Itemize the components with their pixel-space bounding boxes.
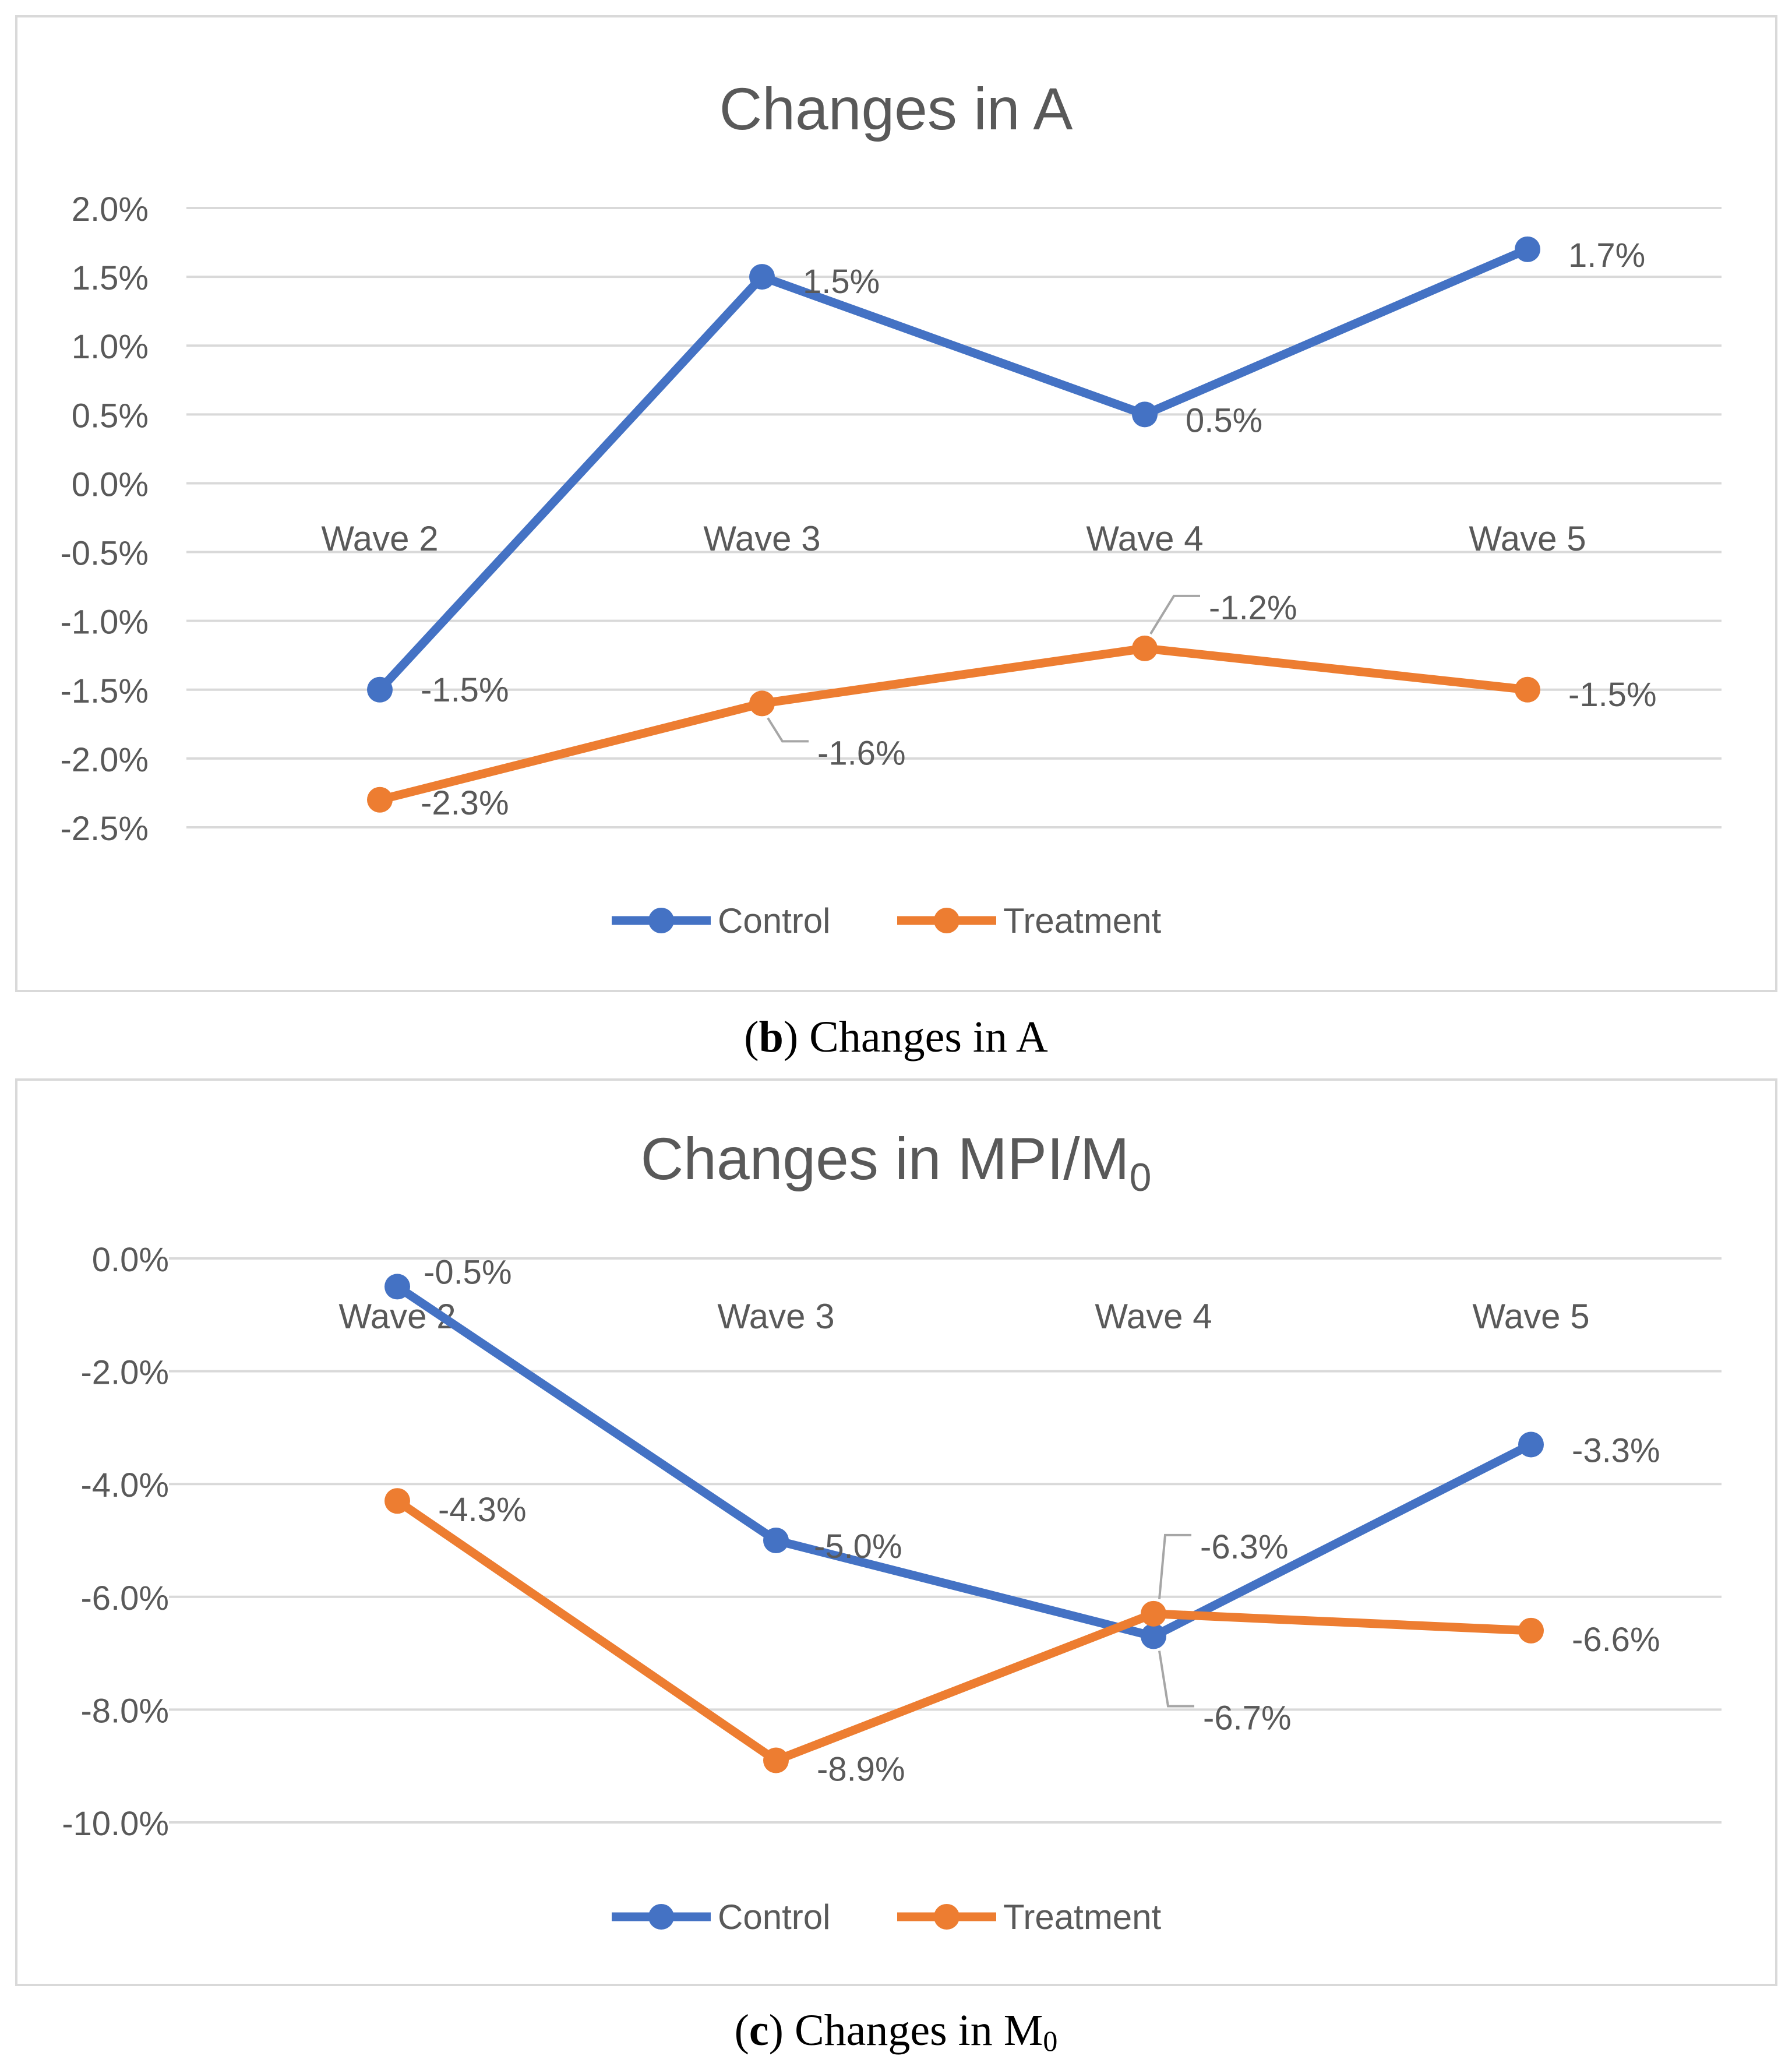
legend-label-control: Control xyxy=(718,901,830,940)
data-label-control: 1.7% xyxy=(1568,237,1645,274)
data-point-treatment xyxy=(1515,676,1540,703)
data-label-treatment: -1.2% xyxy=(1209,589,1297,627)
chart-title: Changes in A xyxy=(719,76,1073,142)
legend-marker-control xyxy=(648,1904,674,1930)
data-label-control: -6.7% xyxy=(1203,1699,1292,1737)
data-label-leader xyxy=(1149,594,1200,634)
data-point-control xyxy=(384,1274,410,1300)
legend-marker-treatment xyxy=(934,1904,960,1930)
data-point-control xyxy=(1518,1431,1544,1458)
y-tick-label: 2.0% xyxy=(72,191,149,228)
data-label-control: -3.3% xyxy=(1572,1431,1660,1469)
series-line-control xyxy=(393,1282,1536,1641)
chart-title: Changes in MPI/M0 xyxy=(641,1126,1152,1200)
chart-frame xyxy=(15,15,1777,992)
data-label-control: -1.5% xyxy=(421,671,509,709)
y-tick-label: -1.0% xyxy=(60,604,149,641)
data-label-treatment: -1.5% xyxy=(1568,676,1657,714)
caption-c: (c) Changes in M0 xyxy=(735,2006,1058,2057)
chart-changes-in-mpi-m0: Changes in MPI/M0 0.0% -2.0% -4.0% -6.0% -8.… xyxy=(15,1078,1777,1986)
y-tick-label: -4.0% xyxy=(80,1466,169,1504)
y-tick-label: 0.5% xyxy=(72,397,149,435)
data-point-control xyxy=(367,676,393,703)
data-point-control xyxy=(749,264,775,290)
data-point-treatment xyxy=(384,1488,410,1514)
data-point-treatment xyxy=(1518,1617,1544,1644)
data-label-treatment: -6.6% xyxy=(1572,1621,1660,1659)
data-point-treatment xyxy=(749,690,775,717)
x-category-label: Wave 4 xyxy=(1086,519,1203,558)
data-point-treatment xyxy=(1132,635,1158,661)
chart-title-main: Changes in MPI/M xyxy=(641,1126,1130,1192)
legend-label-control: Control xyxy=(718,1898,830,1937)
caption-subscript: 0 xyxy=(1043,2025,1057,2057)
chart-changes-in-a: Changes in A 2.0% 1.5% 1.0% 0.5% 0.0% -0.5% -1… xyxy=(15,15,1777,992)
y-tick-label: 1.0% xyxy=(72,328,149,366)
x-category-label: Wave 5 xyxy=(1472,1297,1589,1336)
data-point-treatment xyxy=(367,787,393,813)
y-tick-label: -2.0% xyxy=(60,741,149,779)
data-point-treatment xyxy=(763,1747,789,1773)
y-tick-label: -0.5% xyxy=(60,535,149,573)
y-tick-label: -2.5% xyxy=(60,810,149,848)
data-point-control xyxy=(1515,236,1540,262)
series-line-control xyxy=(375,245,1532,694)
chart-frame xyxy=(15,1078,1777,1986)
x-category-label: Wave 5 xyxy=(1469,519,1586,558)
series-line-treatment xyxy=(393,1496,1536,1765)
data-label-treatment: -2.3% xyxy=(421,784,509,822)
x-category-label: Wave 4 xyxy=(1095,1297,1212,1336)
y-tick-label: -10.0% xyxy=(62,1805,169,1843)
x-category-label: Wave 2 xyxy=(321,519,438,558)
data-point-control xyxy=(1141,1623,1166,1649)
y-tick-label: 0.0% xyxy=(72,466,149,503)
legend-label-treatment: Treatment xyxy=(1003,901,1162,940)
caption-text: Changes in A xyxy=(809,1013,1048,1062)
chart-title-subscript: 0 xyxy=(1130,1155,1152,1200)
data-label-leader xyxy=(1158,1533,1191,1600)
y-tick-label: 1.5% xyxy=(72,259,149,297)
data-label-control: -5.0% xyxy=(814,1528,902,1565)
x-category-label: Wave 3 xyxy=(703,519,820,558)
data-label-control: 0.5% xyxy=(1186,401,1262,439)
data-label-leader xyxy=(767,717,809,743)
caption-letter: b xyxy=(759,1013,784,1062)
caption-b: (b) Changes in A xyxy=(744,1013,1048,1062)
series-line-treatment xyxy=(375,644,1532,805)
data-label-treatment: -6.3% xyxy=(1200,1528,1289,1566)
y-tick-label: -8.0% xyxy=(80,1692,169,1730)
data-label-leader xyxy=(1158,1651,1194,1708)
y-tick-label: -2.0% xyxy=(80,1354,169,1392)
data-label-treatment: -8.9% xyxy=(817,1751,905,1789)
data-point-control xyxy=(763,1528,789,1553)
caption-text: Changes in M xyxy=(795,2006,1043,2055)
data-point-control xyxy=(1132,401,1158,428)
x-category-label: Wave 3 xyxy=(717,1297,834,1336)
legend-marker-treatment xyxy=(934,908,960,933)
data-label-control: 1.5% xyxy=(803,263,880,301)
caption-letter: c xyxy=(749,2006,769,2055)
data-label-control: -0.5% xyxy=(424,1253,512,1291)
y-tick-label: 0.0% xyxy=(92,1241,169,1279)
legend-label-treatment: Treatment xyxy=(1003,1898,1162,1937)
data-label-treatment: -4.3% xyxy=(438,1491,527,1529)
data-point-treatment xyxy=(1141,1600,1166,1627)
y-tick-label: -1.5% xyxy=(60,672,149,710)
y-tick-label: -6.0% xyxy=(80,1579,169,1617)
legend-marker-control xyxy=(648,908,674,933)
data-label-treatment: -1.6% xyxy=(817,734,906,772)
